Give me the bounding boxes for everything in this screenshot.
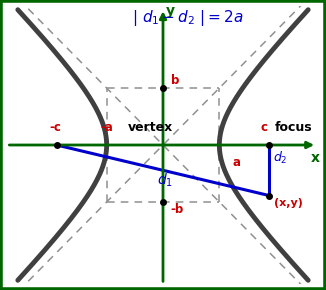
Text: a: a bbox=[233, 156, 241, 169]
Text: -a: -a bbox=[100, 121, 113, 134]
Text: y: y bbox=[166, 4, 175, 18]
Text: (x,y): (x,y) bbox=[274, 198, 303, 208]
Text: c: c bbox=[261, 121, 268, 134]
Text: -b: -b bbox=[170, 203, 184, 216]
Text: -c: -c bbox=[50, 121, 61, 134]
Text: $d_2$: $d_2$ bbox=[274, 149, 288, 166]
Text: vertex: vertex bbox=[128, 121, 173, 134]
Text: b: b bbox=[170, 74, 179, 87]
Text: x: x bbox=[311, 151, 320, 165]
Text: $| \ d_1 - d_2 \ | = 2a$: $| \ d_1 - d_2 \ | = 2a$ bbox=[132, 8, 244, 28]
Text: $d_1$: $d_1$ bbox=[157, 171, 173, 188]
Text: focus: focus bbox=[274, 121, 312, 134]
